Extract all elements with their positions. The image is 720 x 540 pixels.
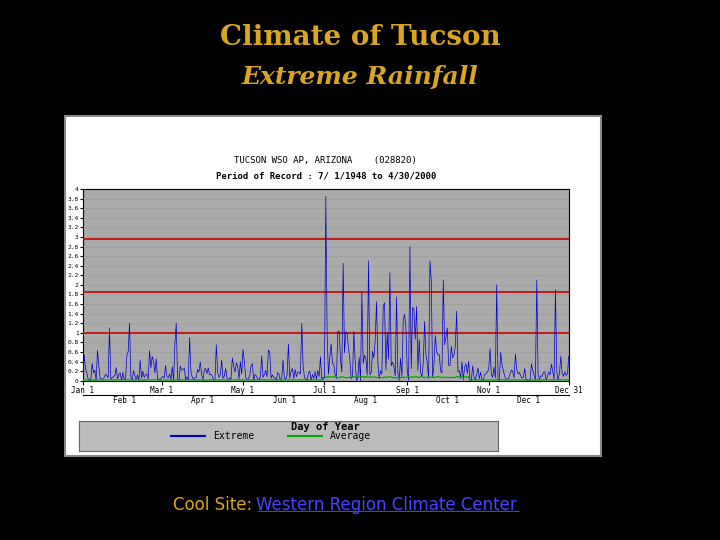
Text: Extreme Rainfall: Extreme Rainfall xyxy=(242,65,478,89)
Text: Average: Average xyxy=(330,431,372,441)
Text: TUCSON WSO AP, ARIZONA    (028820): TUCSON WSO AP, ARIZONA (028820) xyxy=(235,156,417,165)
Text: Day of Year: Day of Year xyxy=(292,422,360,431)
Text: Cool Site:: Cool Site: xyxy=(173,496,257,514)
Text: Western
Regional
Climate
Center: Western Regional Climate Center xyxy=(605,408,639,435)
Y-axis label: Precipitation (in.): Precipitation (in.) xyxy=(55,241,65,329)
Text: Western Region Climate Center: Western Region Climate Center xyxy=(256,496,516,514)
Text: Climate of Tucson: Climate of Tucson xyxy=(220,24,500,51)
Text: Extreme: Extreme xyxy=(213,431,254,441)
Text: Period of Record : 7/ 1/1948 to 4/30/2000: Period of Record : 7/ 1/1948 to 4/30/200… xyxy=(215,172,436,181)
